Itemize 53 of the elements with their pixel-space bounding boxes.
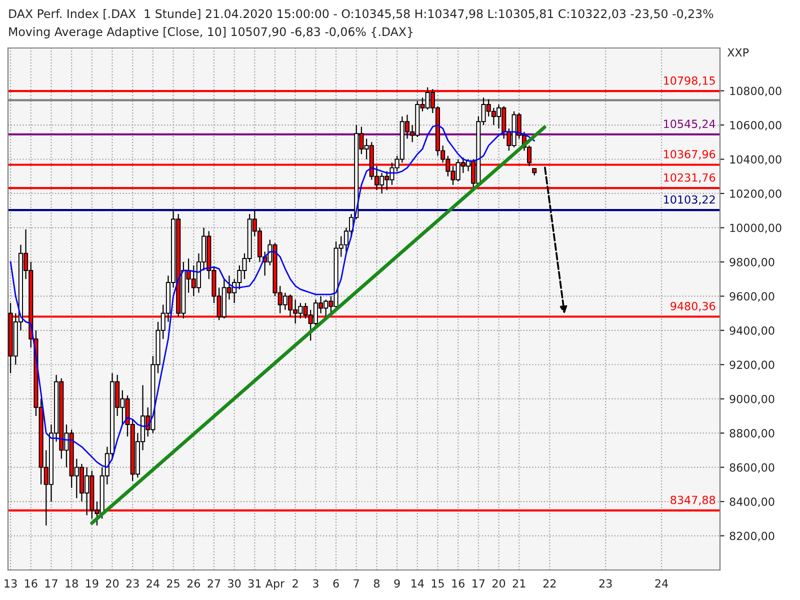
x-tick-label: 20 xyxy=(492,579,506,588)
x-tick-label: 16 xyxy=(25,579,38,588)
y-tick-label: 9600,00 xyxy=(730,292,774,302)
x-tick-label: 7 xyxy=(354,579,359,588)
x-tick-label: 27 xyxy=(208,579,220,588)
ref-line-label: 10367,96 xyxy=(664,150,716,160)
x-tick-label: 23 xyxy=(126,579,139,588)
y-tick-label: 9400,00 xyxy=(730,326,774,336)
x-tick-label: 8 xyxy=(374,579,380,588)
x-tick-label: 24 xyxy=(146,579,160,588)
x-tick-label: 19 xyxy=(86,579,98,588)
x-tick-label: 21 xyxy=(512,579,526,588)
x-tick-label: 14 xyxy=(412,579,424,588)
ref-line-label: 9480,36 xyxy=(670,302,716,312)
y-tick-label: 8400,00 xyxy=(730,498,774,508)
x-tick-label: 17 xyxy=(472,579,485,588)
ref-line-label: 10545,24 xyxy=(664,120,716,130)
x-tick-label: 24 xyxy=(655,579,668,588)
x-tick-label: 22 xyxy=(543,579,556,588)
x-tick-label: 2 xyxy=(292,579,298,588)
x-tick-label: 20 xyxy=(106,579,119,588)
y-tick-label: 10000,00 xyxy=(730,224,782,234)
x-tick-label: 3 xyxy=(313,579,318,588)
y-tick-label: 8800,00 xyxy=(730,429,774,439)
y-tick-label: 8200,00 xyxy=(730,532,774,542)
chart-title: DAX Perf. Index [.DAX 1 Stunde] 21.04.2020 15:00:00 - O:10345,58 H:10347,98 L:10305,81 C:10322,03 -23,50 -0,23% xyxy=(9,9,714,20)
x-tick-label: 25 xyxy=(167,579,180,588)
y-axis-title: XXP xyxy=(727,48,749,56)
ref-line-label: 8347,88 xyxy=(670,496,716,506)
x-tick-label: 13 xyxy=(4,579,17,588)
x-tick-label: 23 xyxy=(599,579,612,588)
ref-line-label: 10231,76 xyxy=(664,173,716,183)
x-tick-label: 6 xyxy=(333,579,339,588)
y-tick-label: 10200,00 xyxy=(730,189,782,199)
x-tick-label: 30 xyxy=(228,579,241,588)
y-tick-label: 10400,00 xyxy=(730,155,782,165)
ref-line-label: 10798,15 xyxy=(664,76,715,86)
y-tick-label: 9200,00 xyxy=(730,360,774,370)
x-tick-label: 26 xyxy=(187,579,200,588)
x-tick-label: 15 xyxy=(432,579,444,588)
x-tick-label: 18 xyxy=(66,579,78,588)
x-tick-label: 31 xyxy=(248,579,261,588)
chart-subtitle: Moving Average Adaptive [Close, 10] 10507,90 -6,83 -0,06% {.DAX} xyxy=(9,27,413,38)
x-tick-label: 17 xyxy=(45,579,58,588)
ref-line-label: 10103,22 xyxy=(664,195,715,205)
x-tick-label: 9 xyxy=(394,579,400,588)
y-tick-label: 9000,00 xyxy=(730,394,774,404)
y-tick-label: 10800,00 xyxy=(730,86,782,96)
x-tick-label: 16 xyxy=(452,579,464,588)
x-tick-label: Apr xyxy=(265,579,285,590)
y-tick-label: 10600,00 xyxy=(730,120,782,131)
y-tick-label: 9800,00 xyxy=(730,258,774,268)
y-tick-label: 8600,00 xyxy=(730,463,774,473)
